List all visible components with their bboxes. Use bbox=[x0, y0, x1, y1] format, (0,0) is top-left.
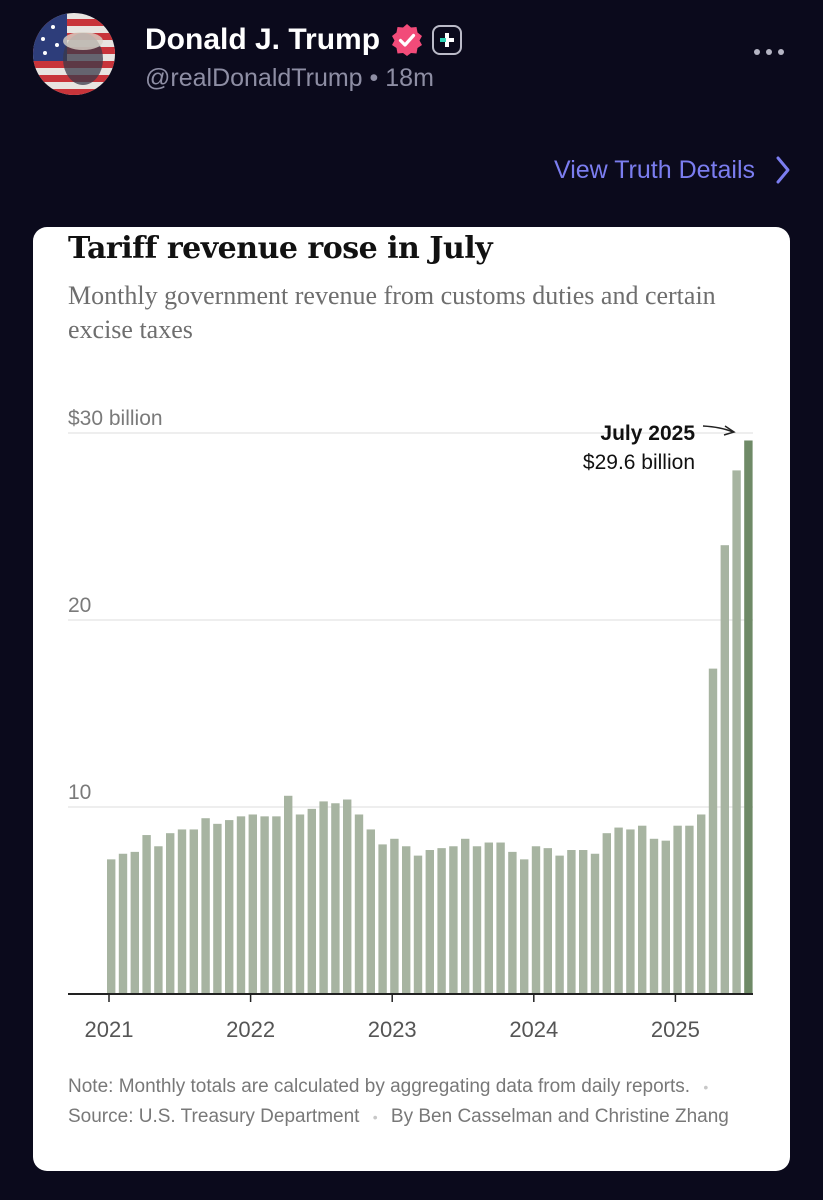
verified-badge-icon bbox=[390, 23, 424, 57]
meta-separator: • bbox=[369, 64, 379, 92]
bar bbox=[331, 803, 340, 994]
annotation-arrowhead bbox=[723, 425, 736, 436]
highlight-value-label: $29.6 billion bbox=[583, 451, 695, 474]
bar bbox=[543, 848, 552, 994]
bar bbox=[189, 829, 198, 994]
bar bbox=[555, 855, 564, 994]
bar bbox=[201, 818, 210, 994]
byline-text: By Ben Casselman and Christine Zhang bbox=[390, 1106, 729, 1127]
bar bbox=[130, 851, 139, 994]
x-tick-label: 2024 bbox=[509, 1017, 558, 1042]
bar bbox=[295, 814, 305, 994]
author-name[interactable]: Donald J. Trump bbox=[145, 23, 381, 56]
bar bbox=[378, 844, 387, 994]
post-meta: @realDonaldTrump • 18m bbox=[145, 64, 434, 93]
bar bbox=[284, 795, 293, 994]
bar bbox=[260, 816, 269, 994]
bar bbox=[319, 801, 328, 994]
bar bbox=[697, 814, 706, 994]
bar bbox=[661, 840, 670, 994]
y-tick-label: 20 bbox=[68, 594, 91, 617]
bar bbox=[354, 814, 364, 994]
bar bbox=[437, 848, 446, 994]
bar bbox=[154, 846, 163, 994]
bar bbox=[472, 846, 482, 994]
bar bbox=[614, 827, 623, 994]
bar bbox=[567, 850, 576, 994]
bar bbox=[366, 829, 375, 994]
bar bbox=[343, 799, 352, 994]
bar bbox=[449, 846, 458, 994]
bar bbox=[142, 835, 151, 994]
bar bbox=[484, 842, 493, 994]
bar bbox=[166, 833, 175, 994]
bar bbox=[744, 440, 753, 994]
bar bbox=[402, 846, 411, 994]
x-tick-label: 2022 bbox=[226, 1017, 275, 1042]
chart-note: Note: Monthly totals are calculated by a… bbox=[68, 1072, 748, 1132]
highlight-label: July 2025 bbox=[600, 422, 695, 445]
post-time[interactable]: 18m bbox=[385, 64, 434, 92]
view-truth-details-link[interactable]: View Truth Details bbox=[554, 150, 791, 190]
more-options-icon[interactable] bbox=[751, 42, 787, 62]
bar bbox=[413, 855, 423, 994]
x-tick-label: 2021 bbox=[85, 1017, 134, 1042]
bar bbox=[579, 850, 588, 994]
bar bbox=[425, 850, 434, 994]
bar bbox=[708, 668, 718, 994]
source-text: Source: U.S. Treasury Department bbox=[68, 1106, 360, 1127]
chart-subtitle: Monthly government revenue from customs … bbox=[68, 281, 716, 344]
bar bbox=[236, 816, 246, 994]
bar bbox=[390, 838, 399, 994]
bar bbox=[720, 545, 729, 994]
bar bbox=[520, 859, 529, 994]
avatar-image bbox=[33, 13, 115, 95]
chart-title: Tariff revenue rose in July bbox=[68, 231, 493, 266]
author-avatar[interactable] bbox=[33, 13, 115, 95]
y-tick-label: $30 billion bbox=[68, 407, 163, 430]
chevron-right-icon bbox=[776, 156, 790, 184]
bar bbox=[496, 842, 505, 994]
bar bbox=[248, 814, 257, 994]
bar bbox=[225, 820, 234, 994]
bar bbox=[307, 808, 316, 994]
byline-separator: • bbox=[372, 1109, 378, 1125]
x-tick-label: 2025 bbox=[651, 1017, 700, 1042]
bar bbox=[107, 859, 116, 994]
bar bbox=[118, 853, 128, 994]
bar bbox=[508, 851, 517, 994]
plus-badge-icon bbox=[432, 25, 463, 55]
annotation-arrow bbox=[702, 425, 734, 433]
note-separator: • bbox=[703, 1079, 709, 1095]
bar-chart: $30 billion 20 10 2021 2022 2023 2024 2025 July … bbox=[68, 407, 753, 1042]
bar bbox=[213, 823, 222, 994]
bar bbox=[732, 470, 741, 994]
bar bbox=[673, 825, 682, 994]
bar bbox=[602, 833, 611, 994]
x-tick-label: 2023 bbox=[368, 1017, 417, 1042]
y-tick-label: 10 bbox=[68, 781, 91, 804]
bar bbox=[626, 829, 635, 994]
bar bbox=[272, 816, 281, 994]
bar bbox=[531, 846, 541, 994]
bar bbox=[590, 853, 600, 994]
note-text: Note: Monthly totals are calculated by a… bbox=[68, 1076, 691, 1097]
view-details-label: View Truth Details bbox=[553, 155, 755, 184]
bar bbox=[638, 825, 647, 994]
bar bbox=[177, 829, 187, 994]
chart-image-card[interactable]: Tariff revenue rose in July Monthly gove… bbox=[33, 227, 790, 1171]
bar bbox=[649, 838, 659, 994]
bar bbox=[685, 825, 694, 994]
bar bbox=[461, 838, 470, 994]
author-handle[interactable]: @realDonaldTrump bbox=[145, 64, 363, 92]
